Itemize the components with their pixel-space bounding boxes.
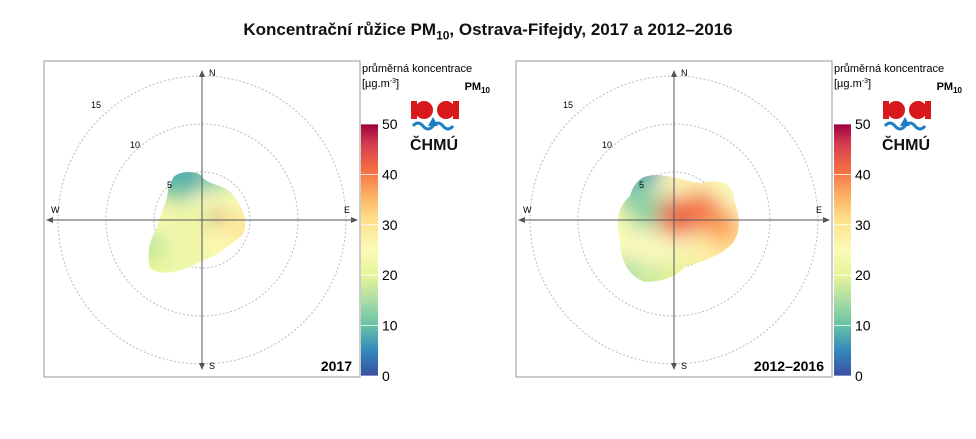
arrow-w	[46, 217, 53, 223]
logo-text: ČHMÚ	[410, 135, 458, 154]
radial-tick-15: 15	[91, 100, 101, 110]
colorbar-tick-label: 50	[855, 116, 871, 132]
title-text: Koncentrační růžice PM	[243, 20, 437, 39]
colorbar-tick-label: 40	[855, 166, 871, 182]
colorbar-tick-label: 0	[382, 368, 390, 384]
legend-pollutant: PM10	[937, 81, 963, 95]
panel-label: 2017	[321, 358, 352, 374]
concentration-cell	[631, 263, 671, 282]
colorbar-ticks: 0 10 20 30 40 50	[361, 116, 398, 384]
concentration-cell	[167, 202, 208, 243]
concentration-cell	[658, 197, 699, 238]
panel-label: 2012–2016	[754, 358, 824, 374]
direction-label-n: N	[209, 68, 216, 78]
arrow-s	[671, 363, 677, 370]
colorbar	[834, 124, 851, 376]
chmu-logo: ČHMÚ	[410, 101, 459, 154]
colorbar	[361, 124, 378, 376]
direction-label-n: N	[681, 68, 688, 78]
legend-block-2: průměrná koncentrace [µg.m-3] PM10 ČHMÚ …	[834, 63, 963, 384]
colorbar-tick-label: 30	[855, 217, 871, 233]
legend-block-1: průměrná koncentrace [µg.m-3] PM10 ČHMÚ …	[361, 63, 491, 384]
legend-unit: [µg.m-3]	[362, 78, 399, 90]
logo-text: ČHMÚ	[882, 135, 930, 154]
title-subscript: 10	[436, 28, 450, 43]
arrow-n	[671, 70, 677, 77]
radial-tick-15: 15	[563, 100, 573, 110]
title-text-rest: , Ostrava-Fifejdy, 2017 a 2012–2016	[449, 20, 733, 39]
colorbar-tick-label: 10	[382, 318, 398, 334]
radial-tick-10: 10	[602, 140, 612, 150]
arrow-w	[518, 217, 525, 223]
arrow-n	[199, 70, 205, 77]
legend-pollutant: PM10	[465, 81, 491, 95]
radial-tick-5: 5	[639, 180, 644, 190]
legend-label: průměrná koncentrace	[834, 63, 944, 75]
colorbar-tick-label: 40	[382, 166, 398, 182]
direction-label-s: S	[681, 361, 687, 371]
colorbar-tick-label: 10	[855, 318, 871, 334]
legend-label: průměrná koncentrace	[362, 63, 472, 75]
colorbar-tick-label: 20	[382, 267, 398, 283]
chmu-logo: ČHMÚ	[882, 101, 931, 154]
arrow-e	[823, 217, 830, 223]
legend-unit: [µg.m-3]	[834, 78, 871, 90]
colorbar-tick-label: 20	[855, 267, 871, 283]
direction-label-e: E	[344, 205, 350, 215]
colorbar-ticks: 0 10 20 30 40 50	[834, 116, 871, 384]
chart-title: Koncentrační růžice PM10, Ostrava-Fifejd…	[0, 20, 976, 42]
colorbar-tick-label: 0	[855, 368, 863, 384]
arrow-e	[351, 217, 358, 223]
direction-label-s: S	[209, 361, 215, 371]
colorbar-tick-label: 50	[382, 116, 398, 132]
direction-label-w: W	[51, 205, 60, 215]
radial-tick-10: 10	[130, 140, 140, 150]
rose-panel-2017: N E S W 5 10 15 2017	[43, 60, 361, 378]
radial-tick-5: 5	[167, 180, 172, 190]
colorbar-tick-label: 30	[382, 217, 398, 233]
direction-label-w: W	[523, 205, 532, 215]
direction-label-e: E	[816, 205, 822, 215]
rose-panel-2012-2016: N E S W 5 10 15 2012–2016	[515, 60, 833, 378]
arrow-s	[199, 363, 205, 370]
